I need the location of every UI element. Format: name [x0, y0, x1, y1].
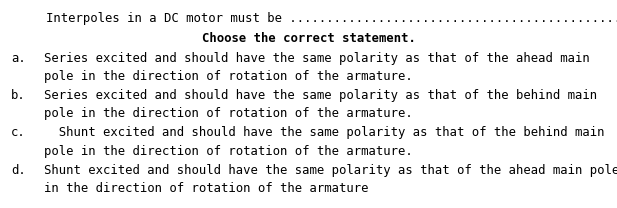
Text: Choose the correct statement.: Choose the correct statement. — [202, 32, 415, 45]
Text: pole in the direction of rotation of the armature.: pole in the direction of rotation of the… — [44, 145, 413, 158]
Text: pole in the direction of rotation of the armature.: pole in the direction of rotation of the… — [44, 70, 413, 83]
Text: Interpoles in a DC motor must be .............................................: Interpoles in a DC motor must be .......… — [46, 12, 617, 26]
Text: pole in the direction of rotation of the armature.: pole in the direction of rotation of the… — [44, 108, 413, 120]
Text: c.: c. — [11, 126, 26, 140]
Text: Series excited and should have the same polarity as that of the ahead main: Series excited and should have the same … — [44, 52, 590, 65]
Text: Shunt excited and should have the same polarity as that of the behind main: Shunt excited and should have the same p… — [44, 126, 605, 140]
Text: b.: b. — [11, 89, 26, 102]
Text: a.: a. — [11, 52, 26, 65]
Text: Shunt excited and should have the same polarity as that of the ahead main pole: Shunt excited and should have the same p… — [44, 163, 617, 177]
Text: in the direction of rotation of the armature: in the direction of rotation of the arma… — [44, 182, 369, 195]
Text: d.: d. — [11, 163, 26, 177]
Text: Series excited and should have the same polarity as that of the behind main: Series excited and should have the same … — [44, 89, 597, 102]
